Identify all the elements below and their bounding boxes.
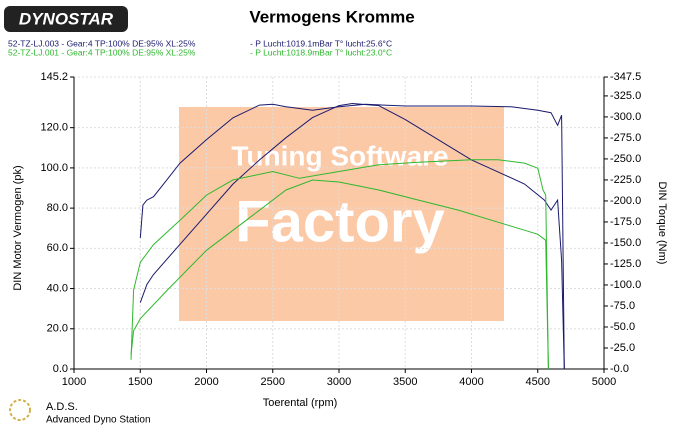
logo-box bbox=[4, 6, 128, 32]
watermark: Factory bbox=[235, 189, 445, 254]
y2-tick-label: -125.0 bbox=[610, 258, 641, 270]
x-tick-label: 4500 bbox=[526, 376, 550, 388]
y-tick-label: 60.0 bbox=[47, 242, 68, 254]
watermark: Tuning Software bbox=[231, 140, 448, 171]
y2-tick-label: -300.0 bbox=[610, 111, 641, 123]
x-tick-label: 5000 bbox=[592, 376, 616, 388]
y2-tick-label: -225.0 bbox=[610, 174, 641, 186]
y-tick-label: 145.2 bbox=[40, 71, 68, 83]
y-axis-label: DIN Motor Vermogen (pk) bbox=[12, 165, 24, 290]
y2-tick-label: -25.0 bbox=[610, 342, 635, 354]
footer-subtitle: Advanced Dyno Station bbox=[46, 415, 151, 426]
line bbox=[130, 179, 549, 370]
y2-axis-label: DIN Torque (Nm) bbox=[656, 182, 668, 265]
x-tick-label: 1000 bbox=[62, 376, 86, 388]
logo: DYNOSTAR bbox=[19, 9, 114, 28]
x-tick-label: 2000 bbox=[194, 376, 218, 388]
x-axis-label: Toerental (rpm) bbox=[263, 397, 338, 409]
y-tick-label: 20.0 bbox=[47, 323, 68, 335]
y2-tick-label: -347.5 bbox=[610, 71, 641, 83]
y2-tick-label: -275.0 bbox=[610, 132, 641, 144]
x-tick-label: 3000 bbox=[327, 376, 351, 388]
line bbox=[139, 102, 565, 370]
footer-title: A.D.S. bbox=[46, 401, 78, 413]
y2-tick-label: -250.0 bbox=[610, 153, 641, 165]
y-tick-label: 100.0 bbox=[40, 162, 68, 174]
x-tick-label: 4000 bbox=[459, 376, 483, 388]
y2-tick-label: -175.0 bbox=[610, 216, 641, 228]
footer-icon bbox=[9, 399, 31, 421]
x-tick-label: 2500 bbox=[261, 376, 285, 388]
y2-tick-label: -325.0 bbox=[610, 90, 641, 102]
x-tick-label: 3500 bbox=[393, 376, 417, 388]
line bbox=[130, 159, 549, 370]
legend-label: 52-TZ-LJ.003 - Gear:4 TP:100% DE:95% XL:… bbox=[8, 38, 196, 48]
y2-tick-label: -0.0 bbox=[610, 363, 629, 375]
legend-label: 52-TZ-LJ.001 - Gear:4 TP:100% DE:95% XL:… bbox=[8, 47, 196, 57]
legend-conditions: - P Lucht:1018.9mBar T° lucht:23.0°C bbox=[250, 47, 392, 57]
chart-title: Vermogens Kromme bbox=[249, 7, 414, 26]
y-tick-label: 40.0 bbox=[47, 282, 68, 294]
y2-tick-label: -50.0 bbox=[610, 321, 635, 333]
watermark-box bbox=[179, 107, 504, 321]
y2-tick-label: -200.0 bbox=[610, 195, 641, 207]
legend-conditions: - P Lucht:1019.1mBar T° lucht:25.6°C bbox=[250, 38, 392, 48]
y2-tick-label: -75.0 bbox=[610, 300, 635, 312]
y2-tick-label: -100.0 bbox=[610, 279, 641, 291]
y-tick-label: 80.0 bbox=[47, 202, 68, 214]
line bbox=[139, 103, 565, 370]
x-tick-label: 1500 bbox=[128, 376, 152, 388]
y-tick-label: 120.0 bbox=[40, 122, 68, 134]
y-tick-label: 0.0 bbox=[53, 363, 68, 375]
y2-tick-label: -150.0 bbox=[610, 237, 641, 249]
